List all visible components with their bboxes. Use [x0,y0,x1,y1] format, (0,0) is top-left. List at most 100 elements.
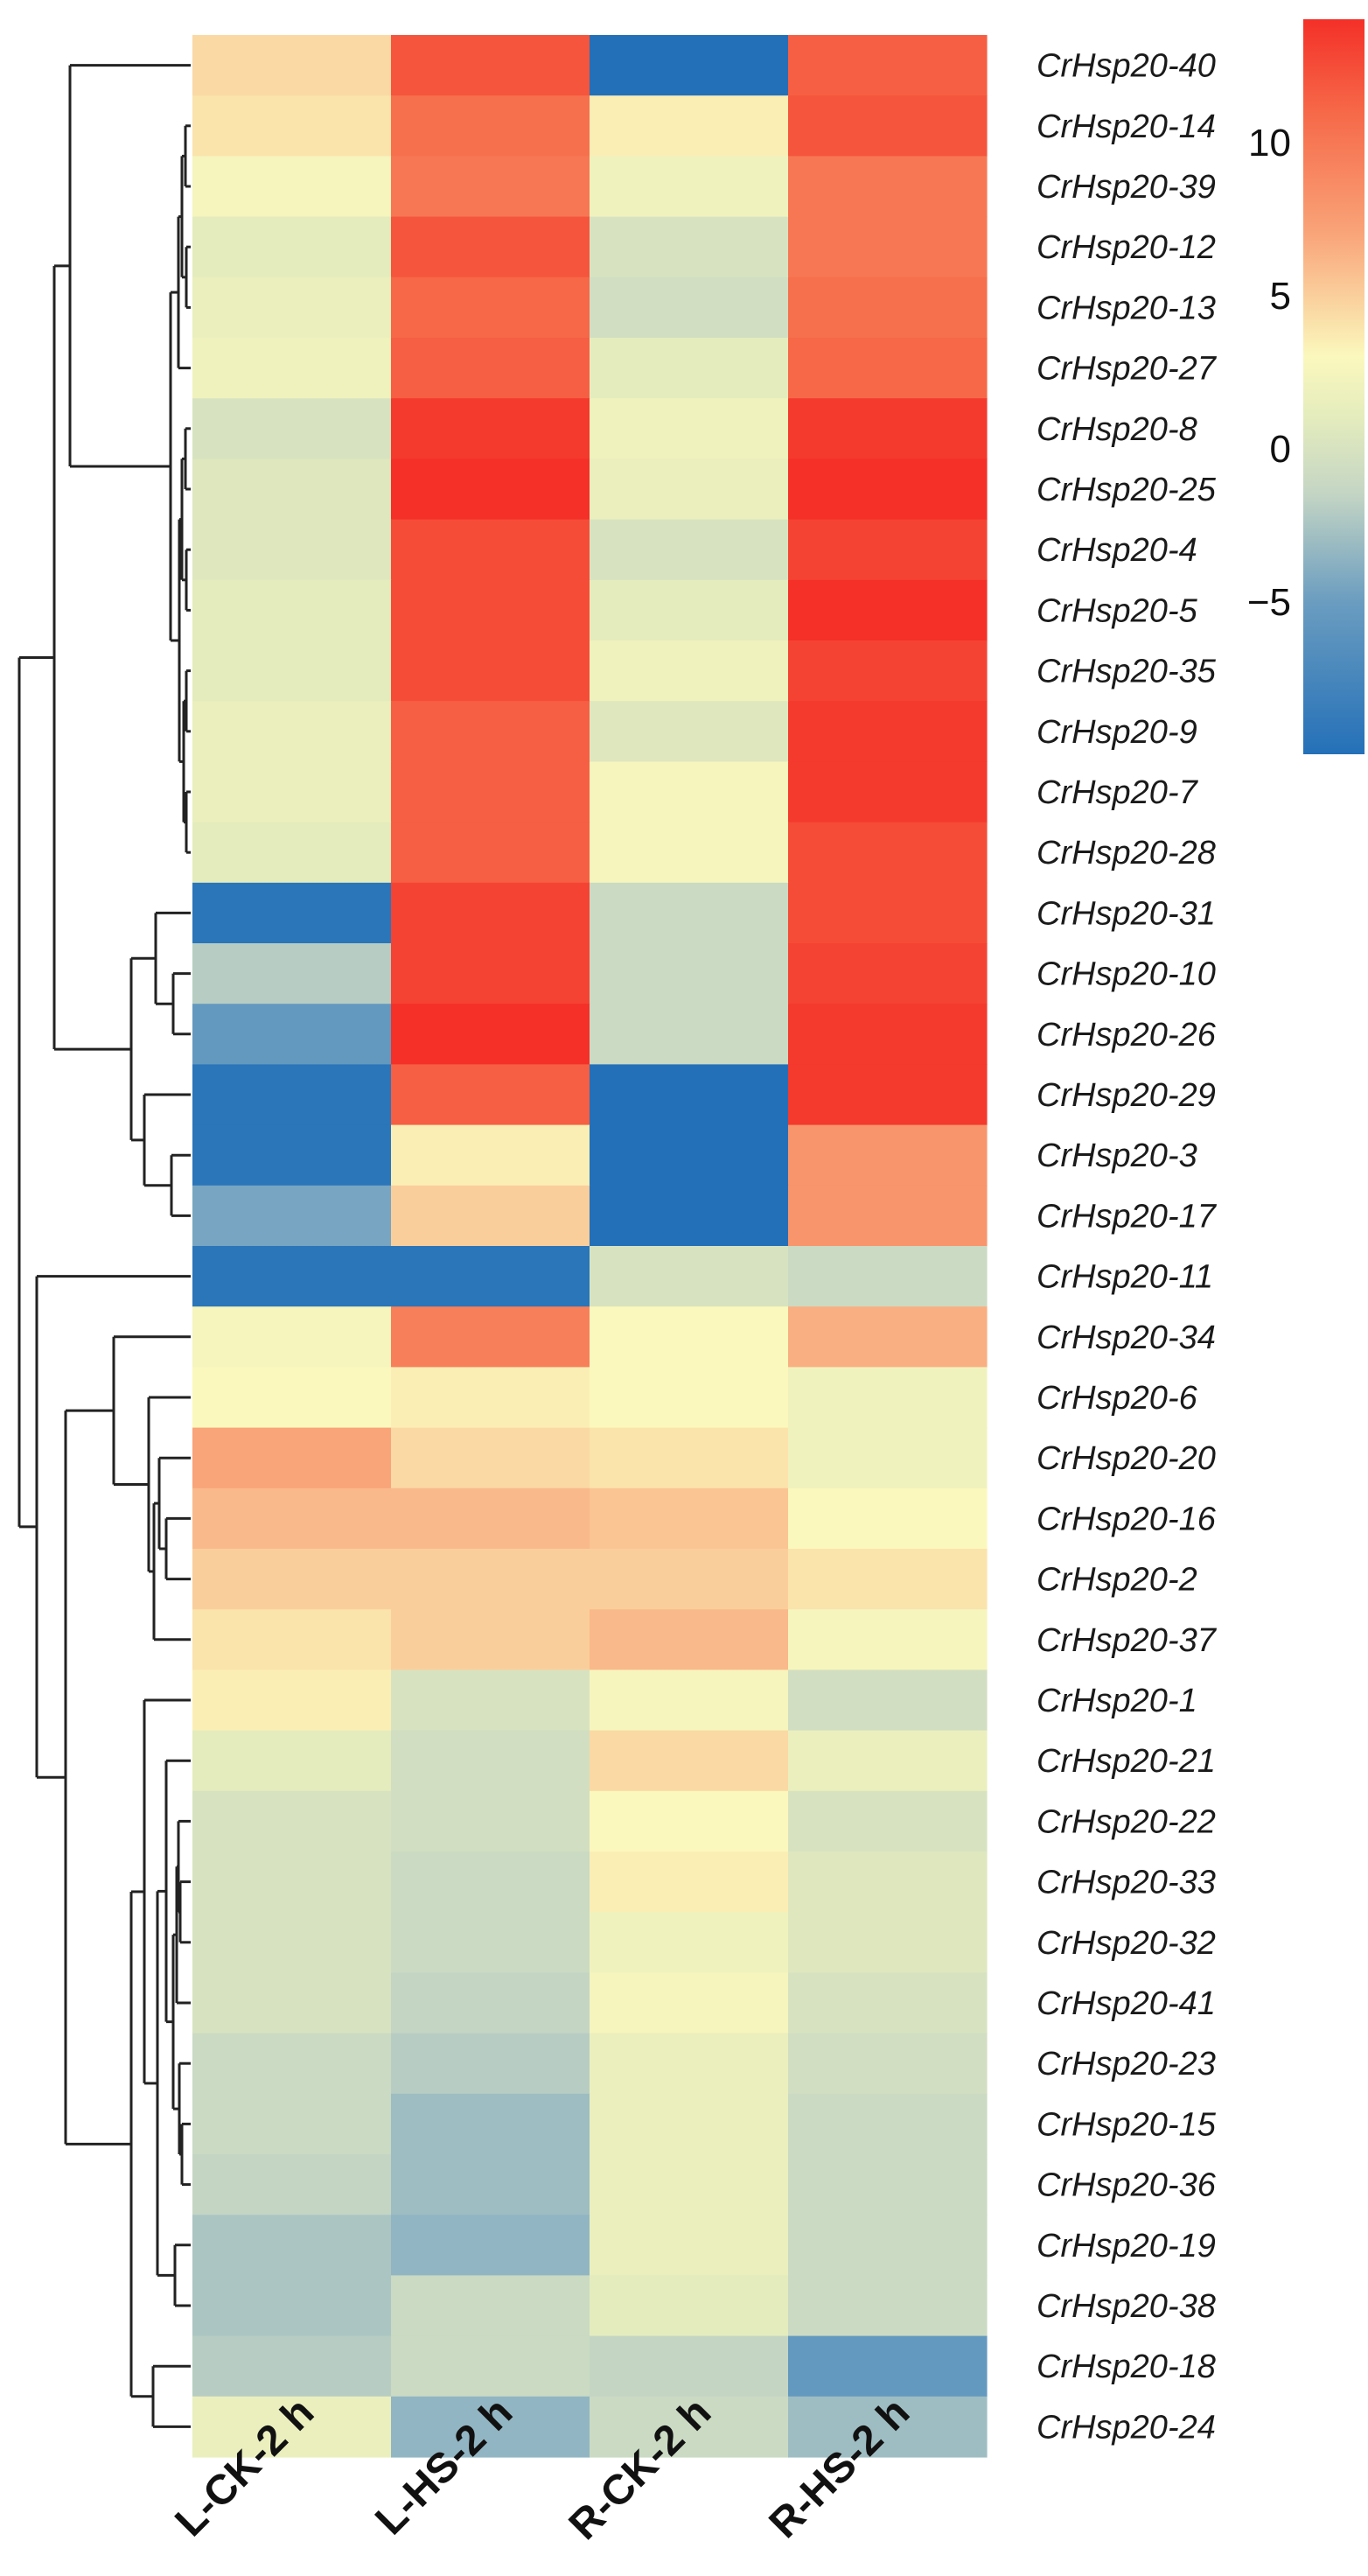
heatmap-cell [192,1609,392,1670]
row-label: CrHsp20-40 [1036,48,1216,85]
heatmap-cell [590,1852,789,1913]
heatmap-cell [788,640,988,702]
heatmap-cell [590,1185,789,1247]
row-label: CrHsp20-2 [1036,1562,1197,1599]
heatmap-cell [590,156,789,218]
heatmap-cell [192,276,392,339]
heatmap-cell [590,579,789,641]
row-label: CrHsp20-24 [1036,2409,1216,2446]
heatmap-cell [590,2335,789,2398]
heatmap-cell [192,1972,392,2034]
heatmap-cell [788,2396,988,2458]
heatmap-cell [192,1488,392,1550]
heatmap-cell [590,1004,789,1065]
heatmap-cell [391,1852,590,1913]
heatmap-cell [788,1549,988,1610]
heatmap-cell [192,1670,392,1732]
heatmap-cell [788,822,988,884]
heatmap-cell [590,1488,789,1550]
heatmap-cell [590,1790,789,1852]
heatmap-cell [391,1367,590,1429]
heatmap-cell [788,2033,988,2095]
heatmap-cell [788,1670,988,1732]
heatmap-cell [192,1427,392,1489]
heatmap-cell [391,156,590,218]
row-label: CrHsp20-15 [1036,2106,1217,2143]
heatmap-cell [192,1185,392,1247]
heatmap-cell [788,1185,988,1247]
heatmap-cell [590,822,789,884]
heatmap-cell [788,338,988,399]
heatmap-cell [192,579,392,641]
heatmap-cell [590,1972,789,2034]
heatmap-cell [391,1549,590,1610]
row-label: CrHsp20-19 [1036,2228,1216,2264]
heatmap-cell [590,1427,789,1489]
colorbar-gradient [1303,19,1365,754]
row-label: CrHsp20-22 [1036,1803,1216,1840]
row-label: CrHsp20-13 [1036,290,1216,326]
heatmap-cell [788,579,988,641]
heatmap-cell [192,398,392,459]
heatmap-cell [391,2275,590,2337]
row-label: CrHsp20-39 [1036,169,1216,206]
heatmap-cells [192,35,988,2458]
heatmap-cell [788,1912,988,1973]
row-label: CrHsp20-35 [1036,654,1217,690]
heatmap-cell [788,398,988,459]
row-label: CrHsp20-10 [1036,956,1216,993]
heatmap-cell [192,640,392,702]
row-label: CrHsp20-17 [1036,1198,1218,1235]
row-label: CrHsp20-3 [1036,1138,1197,1174]
row-dendrogram [17,64,191,2428]
heatmap-cell [590,1246,789,1307]
heatmap-cell [590,1670,789,1732]
heatmap-cell [192,1730,392,1792]
row-label: CrHsp20-27 [1036,351,1218,388]
heatmap-cell [391,1912,590,1973]
heatmap-cell [590,458,789,521]
heatmap-cell [192,1246,392,1307]
heatmap-cell [192,1852,392,1913]
heatmap-cell [391,276,590,339]
heatmap-cell [788,1852,988,1913]
heatmap-cell [391,2033,590,2095]
heatmap-cell [590,398,789,459]
heatmap-cell [192,2093,392,2155]
heatmap-cell [192,2335,392,2398]
heatmap-cell [192,216,392,278]
row-label: CrHsp20-23 [1036,2046,1216,2082]
heatmap-cell [391,2335,590,2398]
heatmap-cell [391,2154,590,2216]
heatmap-cell [788,761,988,823]
heatmap-cell [192,1064,392,1126]
heatmap-cell [391,1427,590,1489]
colorbar: 10 5 0 −5 [1247,19,1365,754]
row-label: CrHsp20-7 [1036,774,1199,811]
heatmap-cell [788,2215,988,2276]
heatmap-cell [788,1972,988,2034]
heatmap-cell [590,2275,789,2337]
heatmap-cell [192,156,392,218]
colorbar-tick-label: 10 [1248,122,1291,164]
heatmap-cell [391,1124,590,1186]
heatmap-cell [590,943,789,1004]
heatmap-cell [788,216,988,278]
heatmap-cell [788,2154,988,2216]
row-label: CrHsp20-36 [1036,2167,1217,2204]
heatmap-cell [391,338,590,399]
heatmap-cell [192,761,392,823]
heatmap-cell [788,1488,988,1550]
heatmap-cell [192,2215,392,2276]
heatmap-cell [590,95,789,157]
heatmap-cell [590,1064,789,1126]
heatmap-cell [788,1004,988,1065]
heatmap-cell [391,882,590,944]
heatmap-cell [590,2396,789,2458]
row-label: CrHsp20-21 [1036,1743,1216,1780]
heatmap-cell [192,1004,392,1065]
heatmap-cell [391,2396,590,2458]
row-label: CrHsp20-6 [1036,1380,1198,1417]
heatmap-cell [590,701,789,762]
heatmap-cell [788,943,988,1004]
